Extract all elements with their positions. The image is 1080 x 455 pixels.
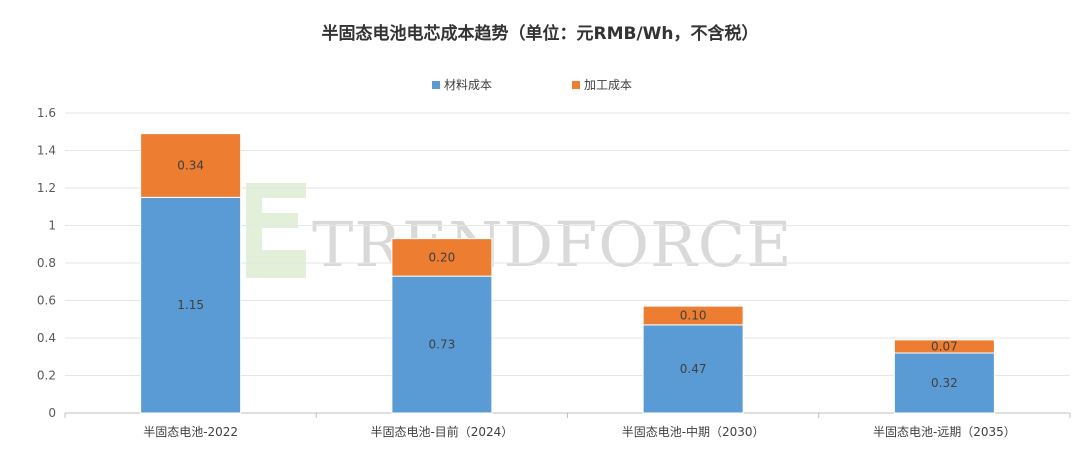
bar-segment bbox=[140, 196, 242, 414]
data-label: 1.15 bbox=[177, 298, 204, 312]
data-label: 0.10 bbox=[680, 309, 707, 323]
legend-item: 材料成本 bbox=[432, 78, 492, 92]
bar-segment bbox=[642, 324, 744, 414]
trendforce-logo-icon bbox=[246, 183, 306, 278]
y-tick-label: 1.2 bbox=[37, 181, 56, 195]
y-tick-label: 0.6 bbox=[37, 294, 56, 308]
data-label: 0.07 bbox=[931, 339, 958, 353]
y-tick-label: 0.2 bbox=[37, 369, 56, 383]
trendforce-watermark: TRENDFORCE bbox=[246, 183, 792, 281]
y-axis: 0 0.2 0.4 0.6 0.8 1 1.2 1.4 1.6 bbox=[37, 106, 56, 420]
data-label: 0.32 bbox=[931, 376, 958, 390]
chart-title: 半固态电池电芯成本趋势（单位：元RMB/Wh，不含税） bbox=[321, 23, 758, 44]
bar-segment bbox=[391, 238, 493, 277]
bar-segment bbox=[140, 133, 242, 198]
legend-item: 加工成本 bbox=[572, 78, 632, 92]
bars: 1.15 0.34 0.73 0.20 0.47 0.10 0.32 0.07 bbox=[140, 133, 995, 414]
category-label: 半固态电池-中期（2030） bbox=[622, 424, 765, 439]
y-tick-label: 0.8 bbox=[37, 256, 56, 270]
legend-swatch bbox=[432, 81, 440, 89]
y-tick-label: 1.6 bbox=[37, 106, 56, 120]
category-label: 半固态电池-2022 bbox=[143, 425, 238, 439]
data-label: 0.47 bbox=[680, 362, 707, 376]
bar-stack: 0.32 0.07 bbox=[893, 339, 995, 414]
category-label: 半固态电池-远期（2035） bbox=[873, 425, 1016, 439]
bar-segment bbox=[893, 339, 995, 354]
data-label: 0.34 bbox=[177, 159, 204, 173]
x-axis: 半固态电池-2022 半固态电池-目前（2024） 半固态电池-中期（2030） 半固… bbox=[64, 413, 1071, 439]
y-tick-label: 1 bbox=[48, 219, 56, 233]
bar-stack: 1.15 0.34 bbox=[140, 133, 242, 414]
y-tick-label: 1.4 bbox=[37, 144, 56, 158]
bar-stack: 0.47 0.10 bbox=[642, 305, 744, 414]
legend-label: 材料成本 bbox=[444, 78, 492, 92]
legend-swatch bbox=[572, 81, 580, 89]
watermark-text: TRENDFORCE bbox=[312, 208, 792, 281]
legend-label: 加工成本 bbox=[584, 78, 632, 92]
bar-stack: 0.73 0.20 bbox=[391, 238, 493, 414]
y-tick-label: 0 bbox=[48, 406, 56, 420]
y-tick-label: 0.4 bbox=[37, 331, 56, 345]
bar-segment bbox=[642, 305, 744, 326]
category-label: 半固态电池-目前（2024） bbox=[370, 424, 513, 439]
bar-segment bbox=[893, 352, 995, 414]
data-label: 0.73 bbox=[429, 338, 456, 352]
data-label: 0.20 bbox=[429, 250, 456, 264]
bar-segment bbox=[391, 275, 493, 414]
legend: 材料成本 加工成本 bbox=[432, 78, 632, 92]
